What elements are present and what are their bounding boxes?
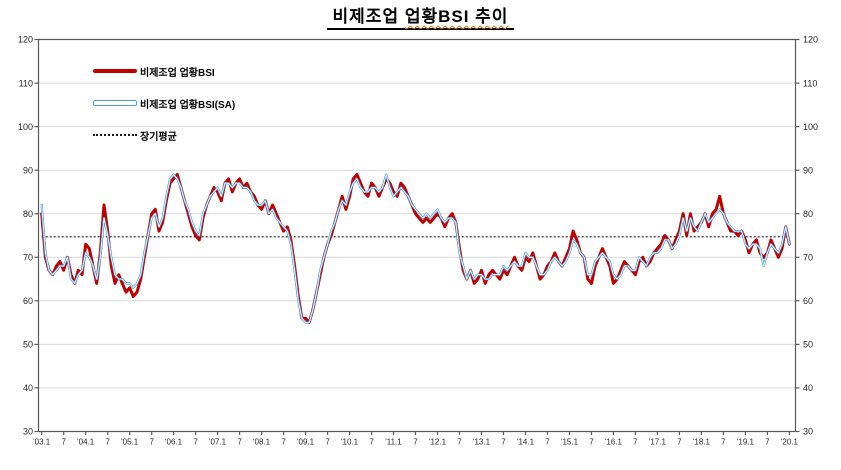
blue-line-swatch-icon — [93, 100, 137, 106]
legend-item-bsi: 비제조업 업황BSI — [93, 60, 235, 82]
y-axis-label-right: 30 — [803, 427, 813, 437]
x-axis-label: '05.1 — [121, 438, 139, 447]
x-axis-label: '13.1 — [473, 438, 491, 447]
y-axis-label-left: 40 — [23, 383, 33, 393]
y-axis-label-right: 100 — [803, 122, 818, 132]
y-axis-label-right: 90 — [803, 165, 813, 175]
x-axis-label: '19.1 — [737, 438, 755, 447]
x-axis-label: 7 — [149, 438, 154, 447]
legend-item-average: 장기평균 — [93, 124, 235, 146]
x-axis-label: '06.1 — [165, 438, 183, 447]
y-axis-label-left: 120 — [18, 35, 33, 45]
x-axis-label: '20.1 — [781, 438, 799, 447]
legend-label-average: 장기평균 — [140, 131, 177, 143]
y-axis-label-right: 50 — [803, 340, 813, 350]
y-axis-label-right: 80 — [803, 209, 813, 219]
y-axis-label-left: 70 — [23, 252, 33, 262]
y-axis-label-left: 100 — [18, 122, 33, 132]
x-axis-label: 7 — [413, 438, 418, 447]
legend-label-bsi-sa: 비제조업 업황BSI(SA) — [140, 99, 236, 111]
y-axis-label-left: 50 — [23, 340, 33, 350]
legend-label-bsi: 비제조업 업황BSI — [140, 67, 215, 79]
series-bsi-sa-line-core — [41, 174, 790, 324]
y-axis-label-left: 110 — [19, 78, 33, 88]
legend-item-bsi-sa: 비제조업 업황BSI(SA) — [93, 92, 235, 114]
x-axis-label: '18.1 — [693, 438, 711, 447]
x-axis-label: 7 — [369, 438, 374, 447]
y-axis-label-left: 30 — [23, 427, 33, 437]
x-axis-label: '16.1 — [605, 438, 623, 447]
chart-title: 비제조업 업황BSI 추이 — [326, 2, 515, 30]
x-axis-label: '03.1 — [33, 438, 51, 447]
y-axis-label-right: 40 — [803, 383, 813, 393]
x-axis-label: 7 — [501, 438, 506, 447]
red-line-swatch-icon — [93, 69, 137, 73]
x-axis-label: 7 — [61, 438, 66, 447]
x-axis-label: 7 — [237, 438, 242, 447]
x-axis-label: '15.1 — [561, 438, 579, 447]
chart-title-part1: 비제조업 — [332, 7, 400, 26]
x-axis-label: '07.1 — [209, 438, 227, 447]
x-axis-label: 7 — [281, 438, 286, 447]
x-axis-label: '14.1 — [517, 438, 535, 447]
y-axis-label-right: 70 — [803, 252, 813, 262]
chart-title-part2: 업황BSI 추이 — [404, 7, 509, 26]
y-axis-label-right: 110 — [803, 78, 817, 88]
title-row: 비제조업 업황BSI 추이 — [0, 2, 841, 30]
y-axis-label-left: 60 — [23, 296, 33, 306]
y-axis-label-left: 80 — [23, 209, 33, 219]
x-axis-label: 7 — [325, 438, 330, 447]
x-axis-label: 7 — [677, 438, 682, 447]
y-axis-label-right: 60 — [803, 296, 813, 306]
x-axis-label: '09.1 — [297, 438, 315, 447]
dotted-line-swatch-icon — [93, 134, 137, 136]
x-axis-label: '12.1 — [429, 438, 447, 447]
x-axis-label: 7 — [457, 438, 462, 447]
y-axis-label-left: 90 — [23, 165, 33, 175]
x-axis-label: 7 — [633, 438, 638, 447]
chart-legend: 비제조업 업황BSI 비제조업 업황BSI(SA) 장기평균 — [93, 60, 235, 156]
x-axis-label: '17.1 — [649, 438, 667, 447]
x-axis-label: 7 — [193, 438, 198, 447]
x-axis-label: '11.1 — [385, 438, 402, 447]
y-axis-label-right: 120 — [803, 35, 818, 45]
x-axis-label: '08.1 — [253, 438, 271, 447]
x-axis-label: 7 — [721, 438, 726, 447]
x-axis-label: 7 — [545, 438, 550, 447]
x-axis-label: 7 — [589, 438, 594, 447]
x-axis-label: '04.1 — [77, 438, 95, 447]
x-axis-label: 7 — [105, 438, 110, 447]
x-axis-label: '10.1 — [341, 438, 359, 447]
x-axis-label: 7 — [765, 438, 770, 447]
